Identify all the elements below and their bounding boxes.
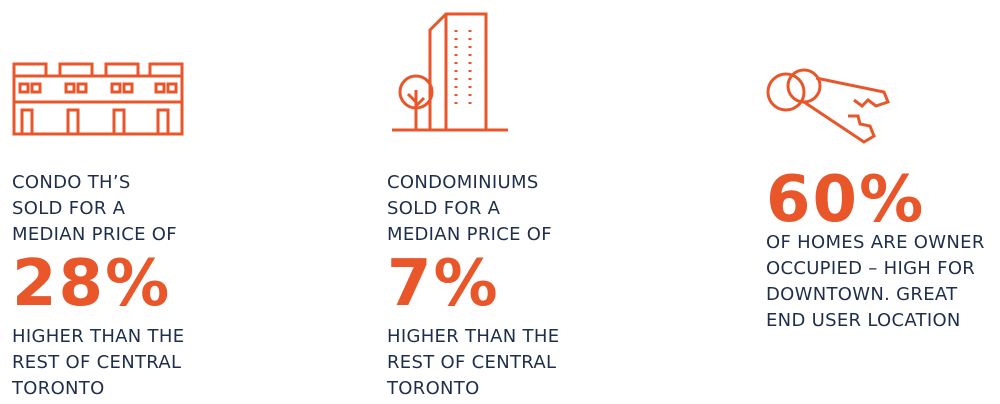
intro-text: CONDOMINIUMS <box>387 172 539 193</box>
outro-text: TORONTO <box>12 378 105 399</box>
outro-text: REST OF CENTRAL <box>387 352 557 373</box>
stat-figure: 60% <box>766 163 926 237</box>
townhouse-icon <box>12 62 184 136</box>
outro-text: OCCUPIED – HIGH FOR <box>766 258 976 279</box>
outro-text: HIGHER THAN THE <box>12 326 185 347</box>
tower-icon <box>392 12 508 132</box>
intro-text: SOLD FOR A <box>12 198 126 219</box>
stat-figure: 7% <box>387 247 500 321</box>
stat-figure: 28% <box>12 247 172 321</box>
intro-text: SOLD FOR A <box>387 198 501 219</box>
outro-text: OF HOMES ARE OWNER <box>766 232 985 253</box>
outro-text: DOWNTOWN. GREAT <box>766 284 958 305</box>
intro-text: MEDIAN PRICE OF <box>12 224 177 245</box>
intro-text: CONDO TH’S <box>12 172 131 193</box>
outro-text: REST OF CENTRAL <box>12 352 182 373</box>
outro-text: END USER LOCATION <box>766 310 961 331</box>
keys-icon <box>766 68 890 144</box>
outro-text: TORONTO <box>387 378 480 399</box>
outro-text: HIGHER THAN THE <box>387 326 560 347</box>
intro-text: MEDIAN PRICE OF <box>387 224 552 245</box>
